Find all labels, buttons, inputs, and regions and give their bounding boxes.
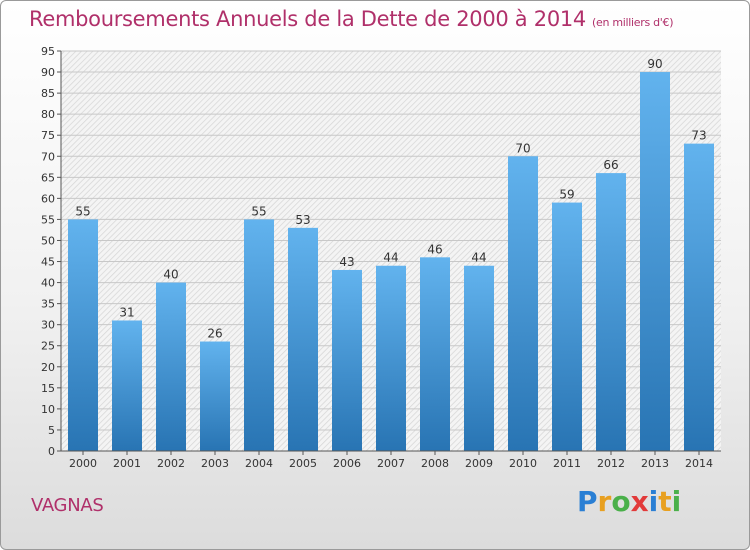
y-tick-label: 50: [41, 234, 55, 247]
proxiti-logo: Proxiti: [577, 485, 681, 518]
data-label: 43: [339, 255, 354, 269]
x-tick-label: 2002: [157, 457, 185, 470]
logo-letter: i: [648, 485, 659, 518]
data-label: 46: [427, 242, 442, 256]
commune-name: VAGNAS: [31, 495, 104, 516]
bars: 55 31 40 26 55 53 43 44 46 44 70 59 66 90 73: [68, 57, 714, 451]
y-tick-label: 85: [41, 87, 55, 100]
x-tick-label: 2014: [685, 457, 713, 470]
bar: [684, 143, 714, 451]
x-tick-label: 2001: [113, 457, 141, 470]
logo-letter: x: [630, 485, 649, 518]
y-tick-label: 55: [41, 213, 55, 226]
bar: [68, 219, 98, 451]
y-tick-label: 80: [41, 108, 55, 121]
y-tick-label: 95: [41, 45, 55, 58]
bar: [112, 320, 142, 451]
chart-title-text: Remboursements Annuels de la Dette de 20…: [29, 7, 586, 31]
data-label: 40: [163, 268, 178, 282]
data-label: 73: [691, 129, 706, 143]
logo-letter: i: [671, 485, 682, 518]
y-tick-label: 75: [41, 129, 55, 142]
bar: [596, 173, 626, 451]
bar: [376, 265, 406, 451]
data-label: 26: [207, 327, 222, 341]
bar: [508, 156, 538, 451]
x-tick-label: 2012: [597, 457, 625, 470]
y-tick-label: 25: [41, 340, 55, 353]
x-tick-label: 2009: [465, 457, 493, 470]
x-tick-label: 2000: [69, 457, 97, 470]
bar: [464, 265, 494, 451]
bar: [552, 202, 582, 451]
data-label: 90: [647, 57, 662, 71]
y-tick-label: 65: [41, 171, 55, 184]
x-tick-label: 2008: [421, 457, 449, 470]
y-tick-label: 70: [41, 150, 55, 163]
bar: [156, 282, 186, 451]
data-label: 44: [383, 251, 398, 265]
chart-title: Remboursements Annuels de la Dette de 20…: [29, 7, 673, 31]
x-tick-label: 2011: [553, 457, 581, 470]
bar: [200, 341, 230, 451]
x-tick-label: 2004: [245, 457, 273, 470]
bar: [244, 219, 274, 451]
data-label: 44: [471, 251, 486, 265]
y-tick-label: 60: [41, 192, 55, 205]
x-tick-label: 2007: [377, 457, 405, 470]
logo-letter: r: [597, 485, 612, 518]
data-label: 53: [295, 213, 310, 227]
data-label: 31: [119, 305, 134, 319]
y-tick-label: 15: [41, 382, 55, 395]
x-tick-label: 2003: [201, 457, 229, 470]
x-tick-label: 2010: [509, 457, 537, 470]
bar: [332, 269, 362, 451]
y-tick-label: 40: [41, 277, 55, 290]
logo-letter: P: [577, 485, 598, 518]
bar: [420, 257, 450, 451]
y-tick-label: 30: [41, 319, 55, 332]
x-tick-label: 2006: [333, 457, 361, 470]
bar: [288, 227, 318, 451]
x-tick-label: 2013: [641, 457, 669, 470]
data-label: 70: [515, 141, 530, 155]
y-tick-label: 45: [41, 256, 55, 269]
y-tick-label: 35: [41, 298, 55, 311]
y-tick-label: 10: [41, 403, 55, 416]
y-tick-label: 0: [48, 445, 55, 458]
data-label: 59: [559, 188, 574, 202]
data-label: 55: [251, 204, 266, 218]
y-tick-label: 90: [41, 66, 55, 79]
data-label: 55: [75, 204, 90, 218]
chart-title-unit: (en milliers d'€): [592, 16, 674, 29]
y-tick-label: 5: [48, 424, 55, 437]
bar: [640, 72, 670, 451]
logo-letter: t: [658, 485, 672, 518]
y-tick-label: 20: [41, 361, 55, 374]
logo-letter: o: [611, 485, 631, 518]
x-tick-label: 2005: [289, 457, 317, 470]
data-label: 66: [603, 158, 618, 172]
axes: 0 5 10 15 20 25 30 35 40 45 50 55 60 65 70 75 80 85 90 95 20…: [41, 45, 721, 470]
